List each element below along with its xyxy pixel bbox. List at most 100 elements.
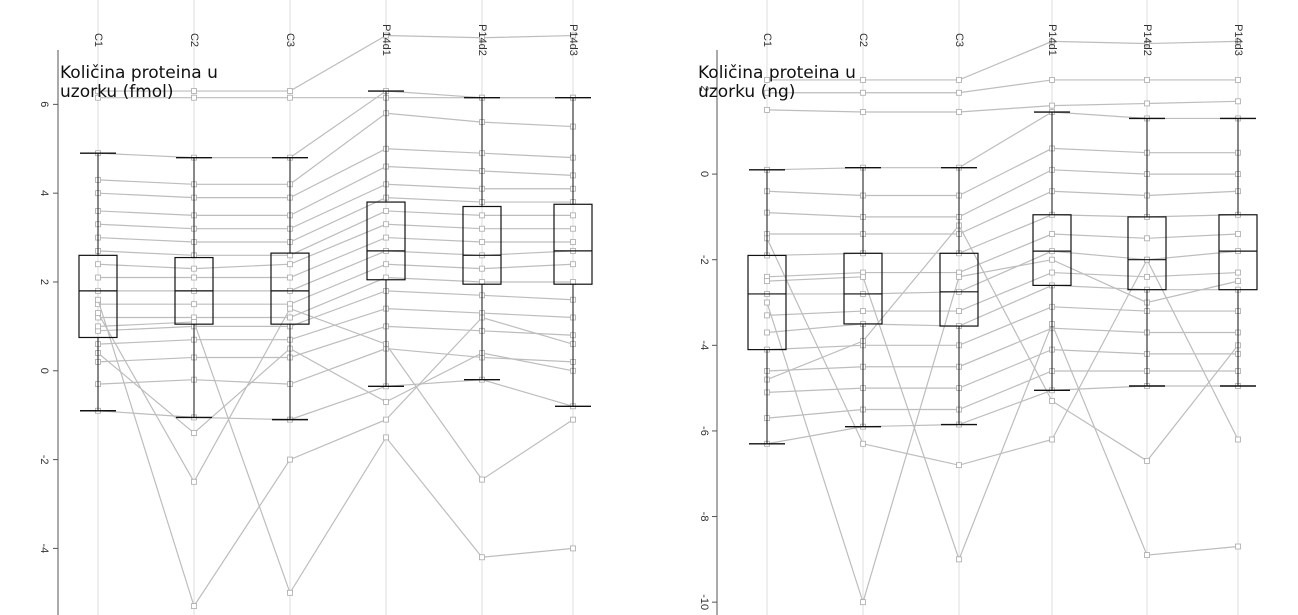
data-point bbox=[956, 77, 962, 83]
data-point bbox=[1049, 269, 1055, 276]
box-p14d3 bbox=[553, 97, 593, 408]
data-point bbox=[95, 323, 101, 330]
data-point bbox=[287, 261, 293, 268]
data-point bbox=[479, 225, 485, 232]
y-axis-title-line-1: Količina proteina u bbox=[698, 63, 856, 83]
protein-profile-line bbox=[97, 183, 573, 230]
data-point bbox=[287, 88, 293, 94]
data-point bbox=[1049, 231, 1055, 237]
data-point bbox=[860, 109, 866, 115]
category-label: P14d3 bbox=[1232, 24, 1244, 56]
y-tick-label: 0 bbox=[38, 368, 50, 374]
category-label: C2 bbox=[857, 33, 869, 47]
box-iqr bbox=[1218, 214, 1258, 291]
protein-profile-line bbox=[97, 165, 574, 216]
protein-profile-line bbox=[766, 111, 1238, 171]
data-point bbox=[287, 274, 293, 281]
y-tick-label: 2 bbox=[698, 85, 710, 91]
y-tick-label: -8 bbox=[698, 512, 710, 522]
data-point bbox=[191, 274, 197, 281]
data-point bbox=[287, 314, 293, 321]
data-point bbox=[1235, 38, 1241, 45]
protein-profile-line bbox=[98, 236, 573, 279]
data-point bbox=[764, 89, 770, 96]
data-point bbox=[1235, 543, 1241, 550]
data-point bbox=[570, 239, 576, 245]
data-point bbox=[191, 301, 197, 308]
data-point bbox=[383, 32, 389, 39]
protein-profile-line bbox=[766, 224, 1239, 462]
data-point bbox=[191, 88, 197, 94]
box-iqr bbox=[843, 252, 883, 325]
data-point bbox=[956, 462, 962, 469]
data-point bbox=[191, 430, 197, 436]
data-point bbox=[570, 212, 576, 219]
protein-profile-line bbox=[97, 210, 573, 256]
data-point bbox=[1144, 552, 1150, 558]
box-iqr bbox=[270, 252, 310, 325]
data-point bbox=[570, 416, 576, 423]
data-point bbox=[1049, 398, 1055, 404]
data-point bbox=[95, 261, 101, 268]
box-iqr bbox=[1127, 216, 1167, 291]
data-point bbox=[1049, 256, 1055, 263]
protein-profile-line bbox=[766, 100, 1239, 113]
data-point bbox=[1144, 457, 1150, 464]
y-tick-label: -2 bbox=[698, 255, 710, 265]
protein-profile-line bbox=[766, 276, 1239, 562]
protein-profile-line bbox=[767, 40, 1239, 81]
protein-profile-line bbox=[97, 307, 574, 484]
protein-profile-line bbox=[766, 327, 1238, 372]
category-label: C1 bbox=[761, 33, 773, 47]
category-label: P14d2 bbox=[1141, 24, 1153, 56]
box-iqr bbox=[462, 205, 502, 285]
box-c1 bbox=[747, 169, 787, 445]
protein-profile-line bbox=[766, 233, 1239, 278]
protein-profile-line bbox=[97, 112, 574, 185]
data-point bbox=[383, 221, 389, 228]
protein-profile-line bbox=[97, 197, 573, 243]
data-point bbox=[383, 261, 389, 268]
y-tick-label: 0 bbox=[698, 171, 710, 177]
box-c2 bbox=[843, 166, 883, 428]
data-point bbox=[956, 273, 962, 280]
data-point bbox=[764, 299, 770, 306]
data-point bbox=[570, 32, 576, 39]
protein-profile-line bbox=[97, 308, 574, 345]
data-point bbox=[479, 554, 485, 561]
data-point bbox=[1235, 231, 1241, 237]
data-point bbox=[383, 416, 389, 423]
data-point bbox=[1144, 273, 1150, 280]
y-tick-label: -10 bbox=[698, 594, 710, 610]
category-label: C3 bbox=[953, 33, 965, 47]
data-point bbox=[95, 310, 101, 316]
box-c3 bbox=[270, 156, 310, 421]
y-tick-label: 4 bbox=[38, 190, 50, 196]
protein-profile-line bbox=[766, 214, 1239, 257]
data-point bbox=[1144, 40, 1150, 47]
data-point bbox=[1235, 77, 1241, 83]
data-point bbox=[956, 556, 962, 563]
data-point bbox=[1235, 269, 1241, 276]
data-point bbox=[956, 109, 962, 115]
data-point bbox=[1049, 436, 1055, 443]
box-c3 bbox=[939, 166, 979, 426]
protein-profile-line bbox=[97, 347, 574, 434]
data-point bbox=[383, 208, 389, 214]
y-tick-label: 6 bbox=[38, 101, 50, 107]
data-point bbox=[191, 478, 197, 485]
data-point bbox=[860, 599, 866, 606]
box-iqr bbox=[1032, 214, 1072, 286]
data-point bbox=[479, 476, 485, 483]
box-c2 bbox=[174, 156, 214, 419]
protein-profile-line bbox=[98, 34, 574, 92]
box-p14d3 bbox=[1218, 117, 1258, 387]
data-point bbox=[383, 234, 389, 241]
data-point bbox=[570, 225, 576, 232]
data-point bbox=[956, 89, 962, 96]
y-tick-label: -2 bbox=[38, 455, 50, 465]
data-point bbox=[1235, 436, 1241, 443]
data-point bbox=[860, 273, 866, 280]
protein-profile-line bbox=[97, 290, 574, 332]
protein-profile-line bbox=[98, 263, 574, 305]
